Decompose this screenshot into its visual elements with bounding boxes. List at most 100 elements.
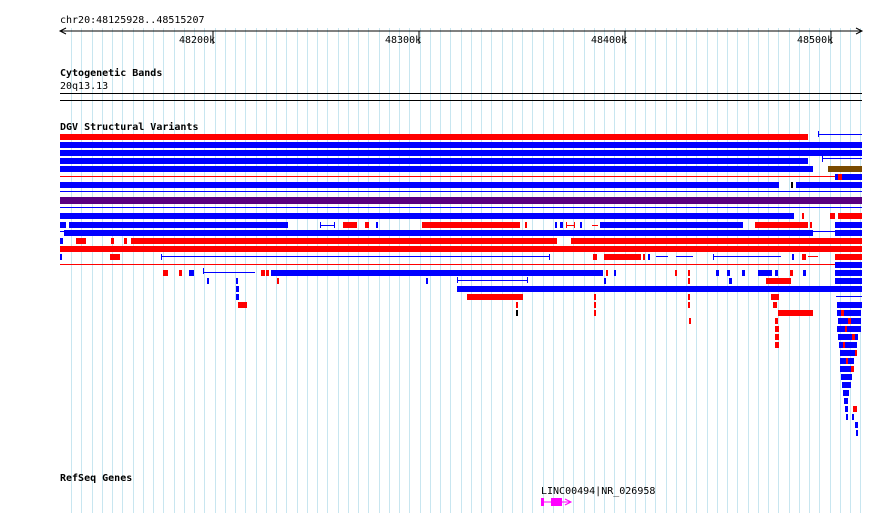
gene-label[interactable]: LINC00494|NR_026958 <box>541 486 656 497</box>
structural-variant <box>110 254 120 260</box>
grid-line <box>666 28 667 513</box>
structural-variant <box>835 230 862 236</box>
structural-variant <box>755 222 808 228</box>
grid-line <box>655 28 656 513</box>
structural-variant <box>580 222 582 228</box>
structural-variant <box>841 310 844 316</box>
structural-variant <box>203 268 204 274</box>
structural-variant <box>775 270 778 276</box>
structural-variant <box>838 213 862 219</box>
gene-exon <box>541 498 544 506</box>
structural-variant <box>365 222 369 228</box>
grid-line <box>686 28 687 513</box>
structural-variant <box>60 222 66 228</box>
ruler[interactable] <box>0 0 890 50</box>
structural-variant <box>727 270 730 276</box>
ruler-tick-label: 48300k <box>385 35 422 46</box>
grid-line <box>215 28 216 513</box>
structural-variant <box>277 278 279 284</box>
structural-variant <box>643 254 645 260</box>
structural-variant <box>266 270 269 276</box>
structural-variant <box>837 302 862 308</box>
grid-line <box>707 28 708 513</box>
grid-line <box>696 28 697 513</box>
structural-variant <box>600 222 743 228</box>
cytoband-label: 20q13.13 <box>60 81 109 92</box>
track-title-refseq: RefSeq Genes <box>60 473 133 484</box>
structural-variant <box>771 294 779 300</box>
structural-variant <box>549 254 550 260</box>
region-label: chr20:48125928..48515207 <box>60 15 205 26</box>
structural-variant <box>775 318 778 324</box>
structural-variant <box>778 310 813 316</box>
structural-variant <box>766 278 791 284</box>
structural-variant <box>60 213 794 219</box>
structural-variant <box>343 222 357 228</box>
grid-line <box>778 28 779 513</box>
structural-variant <box>688 294 690 300</box>
structural-variant <box>60 197 862 204</box>
ruler-tick-label: 48500k <box>797 35 834 46</box>
track-title-dgv: DGV Structural Variants <box>60 122 199 133</box>
structural-variant <box>803 270 806 276</box>
structural-variant <box>207 278 209 284</box>
structural-variant <box>848 318 851 324</box>
structural-variant <box>60 142 862 148</box>
structural-variant <box>840 350 856 356</box>
structural-variant <box>334 222 335 228</box>
grid-line <box>809 28 810 513</box>
structural-variant <box>775 334 779 340</box>
structural-variant <box>516 302 518 308</box>
structural-variant <box>271 270 603 276</box>
scroll-right-arrow-icon[interactable] <box>855 27 864 35</box>
structural-variant <box>845 326 847 332</box>
structural-variant <box>60 158 808 164</box>
grid-line <box>143 28 144 513</box>
structural-variant <box>852 334 855 340</box>
structural-variant <box>161 254 162 260</box>
grid-line <box>799 28 800 513</box>
grid-line <box>256 28 257 513</box>
structural-variant <box>648 254 650 260</box>
structural-variant <box>835 254 862 260</box>
structural-variant <box>716 270 719 276</box>
structural-variant <box>838 334 858 340</box>
structural-variant <box>560 222 563 228</box>
scroll-left-arrow-icon[interactable] <box>58 27 67 35</box>
structural-variant <box>845 406 848 412</box>
structural-variant <box>675 270 677 276</box>
cytoband-bar[interactable] <box>60 93 862 94</box>
structural-variant <box>855 422 858 428</box>
structural-variant <box>713 254 714 260</box>
structural-variant <box>688 302 690 308</box>
structural-variant <box>822 156 823 162</box>
grid-line <box>204 28 205 513</box>
structural-variant <box>830 213 835 219</box>
grid-line <box>635 28 636 513</box>
structural-variant <box>60 246 862 252</box>
structural-variant <box>60 238 63 244</box>
structural-variant <box>851 366 854 372</box>
grid-line <box>194 28 195 513</box>
structural-variant <box>594 294 596 300</box>
grid-line <box>225 28 226 513</box>
grid-line <box>235 28 236 513</box>
structural-variant <box>236 278 238 284</box>
structural-variant <box>796 182 862 188</box>
grid-line <box>625 28 626 513</box>
structural-variant <box>846 414 848 420</box>
structural-variant <box>773 302 777 308</box>
structural-variant <box>856 430 858 436</box>
ruler-tick-label: 48400k <box>591 35 628 46</box>
structural-variant <box>853 406 857 412</box>
grid-line <box>245 28 246 513</box>
track-title-cytobands: Cytogenetic Bands <box>60 68 163 79</box>
structural-variant <box>837 326 861 332</box>
grid-line <box>153 28 154 513</box>
grid-line <box>71 28 72 513</box>
structural-variant <box>516 310 518 316</box>
structural-variant <box>688 278 690 284</box>
structural-variant <box>457 277 458 283</box>
